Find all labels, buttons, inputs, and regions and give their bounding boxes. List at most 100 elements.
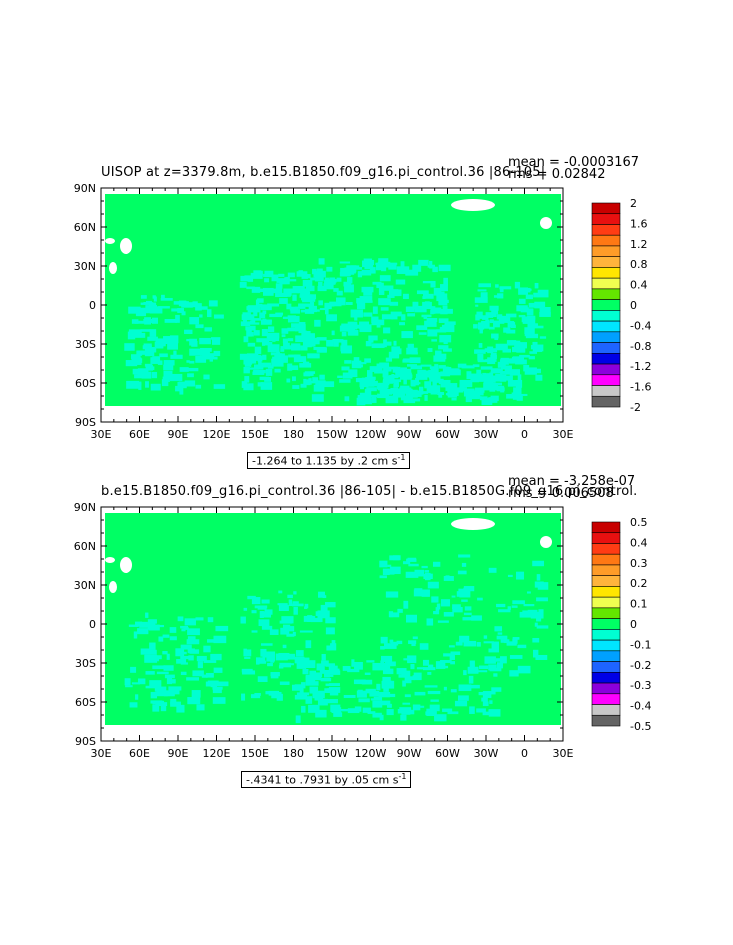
- colorbar-swatch: [591, 234, 621, 247]
- colorbar-swatch: [591, 543, 621, 555]
- rms-value-1: rms = 0.02842: [508, 167, 606, 182]
- x-tick-label: 30W: [474, 428, 499, 441]
- missing-data-greenland: [451, 199, 495, 211]
- colorbar-swatch: [591, 267, 621, 279]
- chart-title-1: UISOP at z=3379.8m, b.e15.B1850.f09_g16.…: [101, 165, 546, 180]
- colorbar-label: 2: [630, 197, 637, 210]
- y-tick-label: 0: [89, 618, 96, 631]
- y-tick-label: 30S: [75, 338, 96, 351]
- colorbar-swatch: [591, 575, 621, 587]
- colorbar-label: -0.2: [630, 659, 651, 672]
- colorbar-label: -0.8: [630, 340, 651, 353]
- colorbar-swatch: [591, 374, 621, 386]
- contour-range-text-2: -.4341 to .7931 by .05 cm s: [246, 773, 399, 787]
- colorbar-label: -0.4: [630, 319, 651, 332]
- y-tick-label: 60S: [75, 696, 96, 709]
- contour-range-unit-sup-1: -1: [397, 453, 406, 462]
- x-tick-label: 180: [283, 747, 304, 760]
- colorbar-swatch: [591, 639, 621, 652]
- colorbar-label: 0.2: [630, 577, 648, 590]
- y-tick-label: 60N: [74, 540, 96, 553]
- colorbar-swatch: [591, 618, 621, 630]
- mean-value-2: mean = -3.258e-07: [508, 474, 636, 489]
- contour-range-unit-sup-2: -1: [398, 772, 407, 781]
- y-tick-label: 30S: [75, 657, 96, 670]
- colorbar-swatch: [591, 596, 621, 609]
- colorbar-swatch: [591, 385, 621, 397]
- colorbar-swatch: [591, 320, 621, 333]
- colorbar-swatch: [591, 202, 621, 215]
- x-tick-label: 180: [283, 428, 304, 441]
- missing-data-spot: [120, 238, 132, 254]
- field-negative-patches: [124, 258, 551, 406]
- colorbar-swatch: [591, 277, 621, 290]
- x-tick-label: 0: [521, 747, 528, 760]
- colorbar-swatch: [591, 714, 621, 727]
- colorbar-swatch: [591, 245, 621, 257]
- field-negative-patches: [124, 554, 549, 724]
- y-tick-label: 0: [89, 299, 96, 312]
- y-tick-label: 90S: [75, 416, 96, 429]
- colorbar-swatch: [591, 672, 621, 684]
- chart-panel-1: 30E 60E 90E 120E 150E 180 150W 120W 90W 60W 30W 0 30…: [74, 182, 652, 441]
- colorbar-swatch: [591, 532, 621, 544]
- colorbar-swatch: [591, 704, 621, 716]
- missing-data-spot: [105, 238, 115, 244]
- contour-range-1: -1.264 to 1.135 by .2 cm s-1: [247, 452, 411, 469]
- x-tick-label: 30E: [553, 428, 574, 441]
- x-tick-label: 90W: [397, 428, 422, 441]
- colorbar-label: -1.6: [630, 381, 651, 394]
- y-tick-label: 30N: [74, 260, 96, 273]
- contour-range-text-1: -1.264 to 1.135 by .2 cm s: [252, 454, 398, 468]
- y-tick-label: 60N: [74, 221, 96, 234]
- y-tick-label: 90N: [74, 182, 96, 195]
- colorbar-label: 0.8: [630, 258, 648, 271]
- colorbar-swatch: [591, 342, 621, 354]
- colorbar-swatch: [591, 629, 621, 641]
- missing-data-spot: [109, 262, 117, 274]
- mean-value-1: mean = -0.0003167: [508, 155, 640, 170]
- colorbar-swatch: [591, 213, 621, 225]
- x-tick-label: 120E: [203, 428, 231, 441]
- colorbar-swatch: [591, 310, 621, 322]
- x-tick-label: 30E: [91, 747, 112, 760]
- missing-data-spot: [120, 557, 132, 573]
- colorbar-label: -0.1: [630, 638, 651, 651]
- x-tick-label: 120W: [355, 428, 387, 441]
- colorbar-swatch: [591, 299, 621, 311]
- colorbar-swatch: [591, 395, 621, 408]
- colorbar-swatch: [591, 682, 621, 695]
- colorbar-swatch: [591, 331, 621, 343]
- y-tick-label: 90S: [75, 735, 96, 748]
- rms-value-2: rms = 0.006508: [508, 486, 614, 501]
- y-tick-label: 30N: [74, 579, 96, 592]
- colorbar-label: -2: [630, 401, 641, 414]
- x-tick-label: 150W: [316, 747, 348, 760]
- x-tick-label: 60E: [129, 747, 150, 760]
- x-tick-label: 150W: [316, 428, 348, 441]
- colorbar-label: -0.4: [630, 700, 651, 713]
- colorbar-swatch: [591, 564, 621, 576]
- missing-data-greenland: [451, 518, 495, 530]
- colorbar-label: 0.5: [630, 516, 648, 529]
- x-tick-label: 90E: [168, 428, 189, 441]
- missing-data-spot: [540, 217, 552, 229]
- x-tick-label: 60W: [435, 428, 460, 441]
- colorbar-label: 1.6: [630, 217, 648, 230]
- colorbar-label: 0.1: [630, 598, 648, 611]
- colorbar-swatch: [591, 650, 621, 662]
- colorbar-swatch: [591, 586, 621, 598]
- x-tick-label: 90E: [168, 747, 189, 760]
- x-tick-label: 0: [521, 428, 528, 441]
- missing-data-spot: [105, 557, 115, 563]
- colorbar-label: -1.2: [630, 360, 651, 373]
- x-tick-label: 30W: [474, 747, 499, 760]
- chart-title-2: b.e15.B1850.f09_g16.pi_control.36 |86-10…: [101, 484, 638, 499]
- y-tick-label: 90N: [74, 501, 96, 514]
- x-tick-label: 150E: [241, 747, 269, 760]
- x-tick-label: 90W: [397, 747, 422, 760]
- missing-data-spot: [540, 536, 552, 548]
- colorbar-swatch: [591, 661, 621, 673]
- colorbar-swatch: [591, 607, 621, 619]
- colorbar-swatch: [591, 363, 621, 376]
